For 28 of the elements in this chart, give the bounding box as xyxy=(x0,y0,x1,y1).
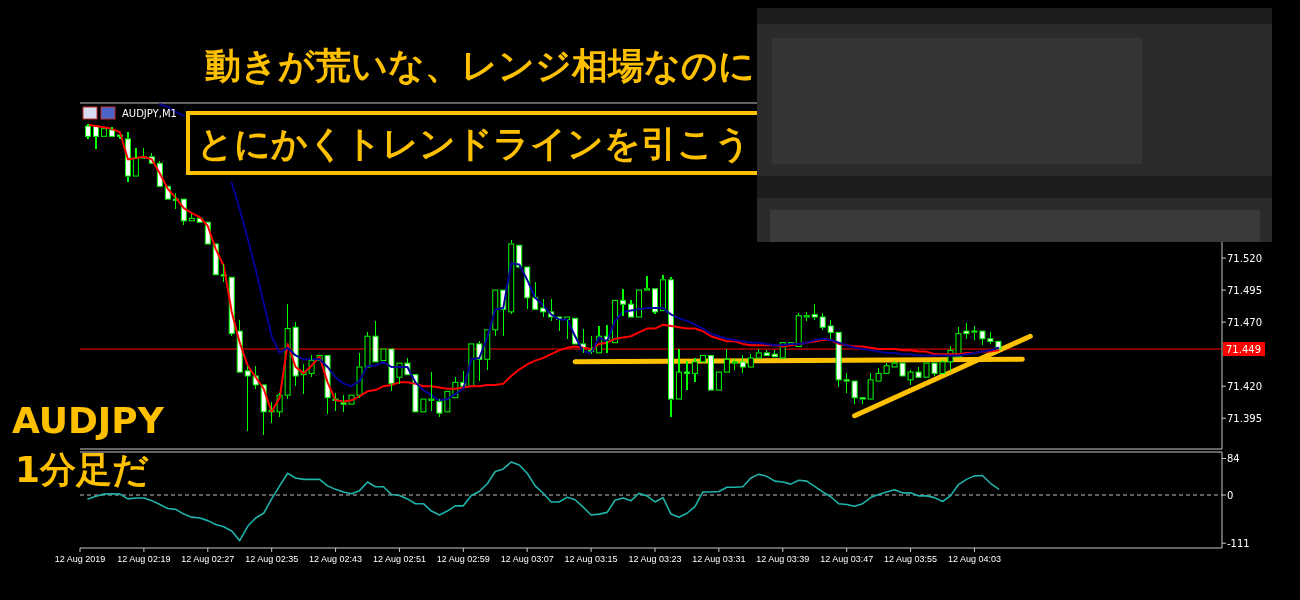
x-tick-label: 12 Aug 03:15 xyxy=(564,554,618,564)
y-tick-label: 0 xyxy=(1227,489,1234,501)
y-tick-label: 71.520 xyxy=(1227,252,1262,264)
x-tick-label: 12 Aug 03:47 xyxy=(820,554,874,564)
x-tick-label: 12 Aug 03:23 xyxy=(628,554,682,564)
x-tick-label: 12 Aug 02:35 xyxy=(245,554,299,564)
x-tick-label: 12 Aug 03:07 xyxy=(500,554,554,564)
annotation: AUDJPY xyxy=(12,399,165,441)
y-tick-label: 71.395 xyxy=(1227,412,1262,424)
chart-title: 動きが荒いな、レンジ相場なのに xyxy=(205,44,755,86)
y-tick-label: 71.420 xyxy=(1227,380,1262,392)
x-tick-label: 12 Aug 02:27 xyxy=(181,554,235,564)
ref-line-label: 71.449 xyxy=(1226,343,1261,355)
y-tick-label: 84 xyxy=(1227,453,1240,465)
x-tick-label: 12 Aug 02:59 xyxy=(436,554,490,564)
y-tick-label: -111 xyxy=(1227,537,1250,549)
x-tick-label: 12 Aug 02:43 xyxy=(309,554,363,564)
x-tick-label: 12 Aug 02:51 xyxy=(372,554,426,564)
x-tick-label: 12 Aug 03:39 xyxy=(756,554,810,564)
y-tick-label: 71.495 xyxy=(1227,284,1262,296)
x-tick-label: 12 Aug 03:31 xyxy=(692,554,746,564)
annotation: AUDJPY,M1 xyxy=(122,107,177,119)
x-tick-label: 12 Aug 2019 xyxy=(54,554,106,564)
x-tick-label: 12 Aug 02:19 xyxy=(117,554,171,564)
annotation: 1分足だ xyxy=(15,448,150,490)
y-tick-label: 71.470 xyxy=(1227,316,1262,328)
x-tick-label: 12 Aug 04:03 xyxy=(947,554,1001,564)
x-tick-label: 12 Aug 03:55 xyxy=(884,554,938,564)
